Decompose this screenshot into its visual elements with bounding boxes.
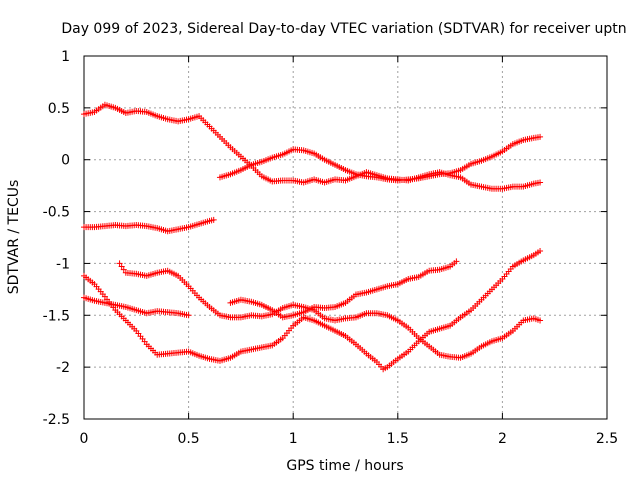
x-tick-labels: 0 0.5 1 1.5 2 2.5 [80,431,619,447]
y-axis-label: SDTVAR / TECUs [6,180,22,295]
data-point [116,260,123,267]
x-tick-label: 0.5 [177,431,199,447]
series-sat-b [216,133,544,184]
data-point [537,247,544,254]
x-tick-label: 2.5 [596,431,618,447]
axis-ticks [83,55,608,420]
series-sat-f [81,294,192,319]
y-tick-label: -2 [56,360,70,376]
series-sat-a [81,101,544,192]
x-tick-label: 1 [289,431,298,447]
data-point [453,258,460,265]
plot-frame [83,55,608,420]
y-tick-label: -1 [56,256,70,272]
data-point [210,216,217,223]
data-point [537,179,544,186]
x-tick-label: 1.5 [387,431,409,447]
grid-lines [84,56,607,419]
data-point [120,266,127,273]
series-sat-c [81,216,217,235]
data-point [537,317,544,324]
y-tick-label: 0.5 [48,101,70,117]
data-marks [81,101,544,373]
y-tick-label: 0 [61,153,70,169]
x-tick-label: 0 [80,431,89,447]
y-tick-label: -0.5 [43,205,70,221]
series-sat-e [81,247,544,373]
x-tick-label: 2 [498,431,507,447]
series-sat-d [116,260,544,361]
y-tick-label: -1.5 [43,308,70,324]
chart-title: Day 099 of 2023, Sidereal Day-to-day VTE… [61,21,626,37]
x-axis-label: GPS time / hours [286,458,403,474]
data-point [185,312,192,319]
data-point [118,263,125,270]
y-tick-label: 1 [61,49,70,65]
series-sat-g [227,258,460,321]
y-tick-labels: -2.5 -2 -1.5 -1 -0.5 0 0.5 1 [43,49,70,428]
data-point [537,133,544,140]
y-tick-label: -2.5 [43,412,70,428]
